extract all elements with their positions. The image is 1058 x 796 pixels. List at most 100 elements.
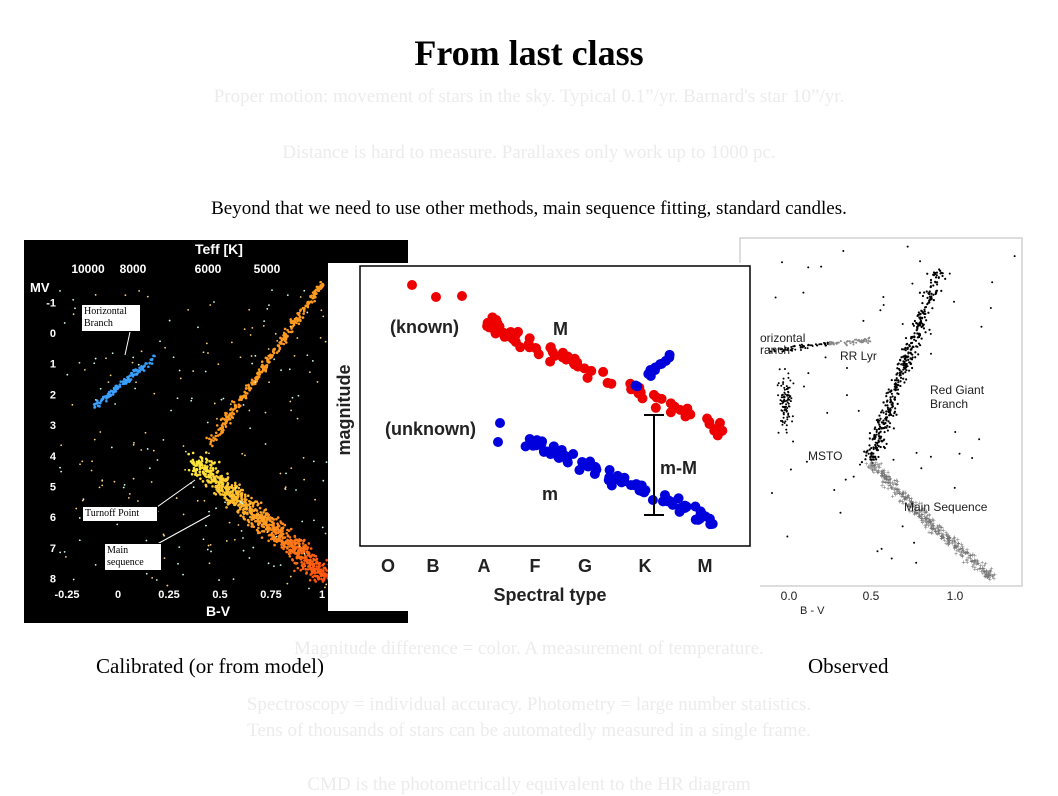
star: + xyxy=(962,560,966,567)
star xyxy=(118,383,122,386)
dot xyxy=(493,437,503,447)
star: + xyxy=(928,519,932,526)
star xyxy=(784,408,787,411)
star xyxy=(63,550,66,553)
star: + xyxy=(894,486,898,493)
star xyxy=(781,409,784,412)
star xyxy=(896,402,899,405)
star xyxy=(268,519,272,522)
star xyxy=(263,320,266,323)
star xyxy=(867,452,870,455)
star xyxy=(302,562,305,566)
star xyxy=(832,343,835,346)
star xyxy=(941,272,944,275)
star: + xyxy=(918,501,922,508)
star xyxy=(926,296,929,299)
star xyxy=(904,366,908,369)
star xyxy=(781,402,784,405)
faded-line: Distance is hard to measure. Parallaxes … xyxy=(282,142,776,163)
star xyxy=(929,332,932,335)
star xyxy=(222,428,225,432)
star xyxy=(898,358,902,361)
star: + xyxy=(985,571,989,578)
star xyxy=(163,534,166,537)
star xyxy=(209,442,212,446)
star xyxy=(205,461,208,464)
star: + xyxy=(914,510,918,517)
star: + xyxy=(932,526,936,533)
star: + xyxy=(992,576,996,583)
y-tick-label: 8 xyxy=(50,574,56,586)
star xyxy=(224,501,226,504)
star xyxy=(915,561,918,564)
star xyxy=(275,526,279,529)
dot xyxy=(582,372,593,383)
star: + xyxy=(970,559,974,566)
star xyxy=(254,382,257,386)
star xyxy=(877,455,880,459)
star: + xyxy=(973,553,977,560)
star xyxy=(206,548,209,551)
x-axis-label: Spectral type xyxy=(493,585,606,605)
star xyxy=(891,395,894,398)
star: + xyxy=(924,517,928,524)
star: + xyxy=(943,538,947,545)
hb-label: Horizontal Branch xyxy=(81,304,141,332)
star xyxy=(262,520,266,523)
star xyxy=(837,341,840,344)
star xyxy=(874,443,877,447)
star xyxy=(240,505,243,509)
star xyxy=(138,366,141,370)
star xyxy=(826,411,829,414)
star xyxy=(782,377,785,380)
star xyxy=(915,329,918,332)
star xyxy=(895,373,898,376)
star: + xyxy=(893,481,897,488)
star xyxy=(175,497,178,499)
star: + xyxy=(940,534,944,541)
star xyxy=(787,376,790,379)
star: + xyxy=(947,535,951,542)
star: + xyxy=(993,572,997,579)
star xyxy=(906,342,909,345)
fit-label: M xyxy=(553,319,568,339)
star xyxy=(60,470,63,473)
star: + xyxy=(928,518,932,525)
star: + xyxy=(987,573,991,580)
star: + xyxy=(921,508,925,515)
star xyxy=(202,351,205,354)
star xyxy=(314,295,317,299)
star: + xyxy=(898,498,902,505)
y-axis-label: magnitude xyxy=(334,364,354,455)
star xyxy=(880,439,883,443)
star xyxy=(164,346,167,349)
star xyxy=(289,400,292,403)
star xyxy=(276,339,279,342)
star xyxy=(208,459,211,463)
star: + xyxy=(925,513,929,520)
star xyxy=(890,392,894,395)
star: + xyxy=(984,561,988,568)
star: + xyxy=(937,531,941,538)
star xyxy=(855,338,858,341)
star xyxy=(243,390,246,394)
star xyxy=(282,342,286,346)
star xyxy=(320,577,323,581)
star xyxy=(214,431,218,435)
star xyxy=(225,479,229,482)
dot xyxy=(694,513,705,524)
star xyxy=(911,282,914,285)
star: + xyxy=(958,547,962,554)
star xyxy=(897,367,901,371)
star xyxy=(250,383,254,386)
star: + xyxy=(984,573,988,580)
star: + xyxy=(965,557,969,564)
star xyxy=(134,387,137,390)
star: + xyxy=(887,476,891,483)
star xyxy=(839,511,842,514)
star xyxy=(944,277,947,280)
star xyxy=(232,412,235,416)
star xyxy=(879,435,882,438)
star xyxy=(285,334,289,338)
star xyxy=(871,438,874,441)
